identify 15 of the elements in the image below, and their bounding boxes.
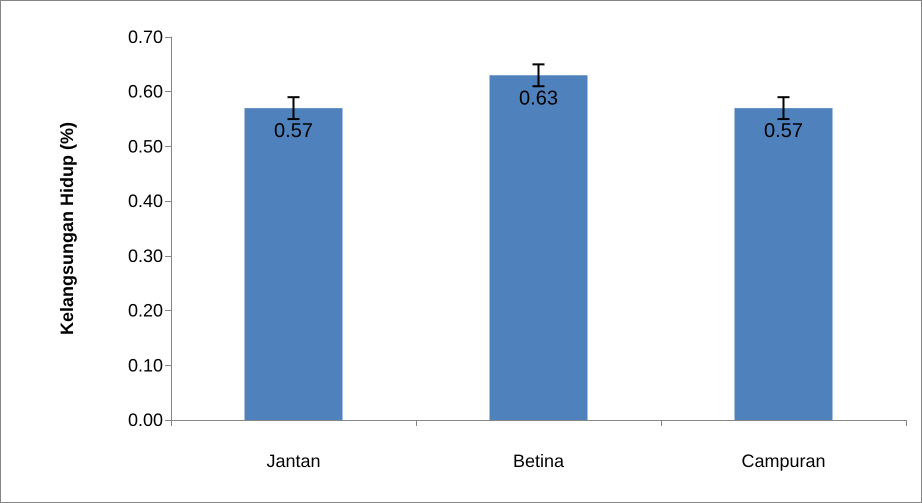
x-tick-label: Jantan <box>266 451 321 471</box>
y-tick-label: 0.20 <box>128 300 163 321</box>
y-tick-label: 0.60 <box>128 82 163 102</box>
y-axis-title: Kelangsungan Hidup (%) <box>57 122 77 335</box>
x-tick-label: Campuran <box>741 451 826 471</box>
data-label: 0.63 <box>519 87 558 110</box>
y-tick-label: 0.10 <box>128 355 163 376</box>
x-tick-label: Betina <box>512 451 566 471</box>
y-tick-label: 0.00 <box>128 410 163 430</box>
y-tick-label: 0.50 <box>128 136 163 156</box>
data-label: 0.57 <box>274 120 313 142</box>
y-tick-label: 0.40 <box>128 191 163 212</box>
y-tick-label: 0.30 <box>128 246 163 266</box>
data-label: 0.57 <box>764 120 803 142</box>
y-tick-label: 0.70 <box>128 27 163 47</box>
